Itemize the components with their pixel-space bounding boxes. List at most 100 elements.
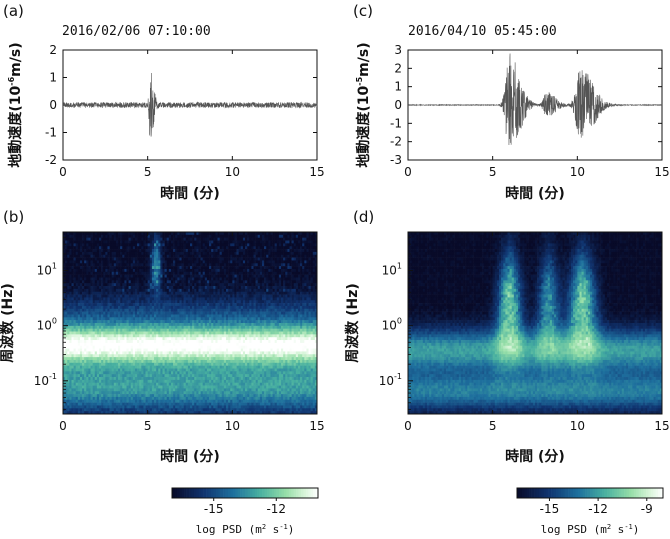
spectrogram-cell (75, 257, 79, 261)
spectrogram-cell (198, 305, 201, 310)
spectrogram-cell (247, 314, 250, 318)
spectrogram-cell (289, 303, 292, 307)
spectrogram-cell (268, 237, 271, 241)
spectrogram-cell (272, 311, 275, 315)
spectrogram-cell (132, 303, 136, 307)
spectrogram-cell (238, 251, 242, 256)
spectrogram-cell (124, 280, 127, 284)
spectrogram-cell (105, 280, 108, 284)
spectrogram-cell (255, 342, 259, 347)
spectrogram-cell (126, 277, 129, 281)
spectrogram-cell (177, 317, 180, 321)
spectrogram-cell (132, 288, 136, 293)
spectrogram-cell (90, 240, 93, 244)
spectrogram-cell (209, 246, 212, 250)
spectrogram-cell (192, 345, 195, 349)
spectrogram-cell (276, 246, 280, 250)
spectrogram-cell (291, 342, 295, 347)
spectrogram-cell (69, 237, 72, 241)
spectrogram-cell (242, 305, 246, 310)
spectrogram-cell (149, 243, 153, 247)
spectrogram-cell (115, 263, 119, 267)
spectrogram-cell (181, 291, 184, 295)
spectrogram-cell (221, 291, 225, 295)
spectrogram-cell (287, 232, 290, 236)
spectrogram-cell (232, 257, 235, 261)
spectrogram-cell (103, 320, 106, 324)
spectrogram-cell (278, 254, 282, 258)
spectrogram-cell (158, 325, 161, 329)
spectrogram-cell (261, 240, 265, 244)
spectrogram-cell (247, 297, 250, 301)
spectrogram-cell (120, 260, 123, 264)
spectrogram-cell (190, 300, 193, 304)
spectrogram-cell (73, 237, 76, 241)
spectrogram-cell (164, 328, 168, 332)
spectrogram-cell (247, 337, 250, 341)
spectrogram-cell (90, 331, 93, 335)
spectrogram-cell (204, 249, 208, 253)
spectrogram-cell (255, 288, 259, 293)
spectrogram-cell (314, 325, 318, 329)
spectrogram-cell (96, 331, 100, 335)
spectrogram-cell (194, 251, 197, 256)
spectrogram-cell (107, 325, 110, 329)
spectrogram-cell (295, 283, 299, 287)
spectrogram-cell (164, 240, 168, 244)
spectrogram-cell (170, 240, 174, 244)
spectrogram-cell (79, 314, 83, 318)
spectrogram-cell (145, 240, 148, 244)
spectrogram-cell (107, 297, 110, 301)
spectrogram-cell (168, 286, 172, 290)
spectrogram-cell (194, 340, 197, 344)
spectrogram-cell (160, 340, 163, 344)
spectrogram-cell (94, 280, 98, 284)
spectrogram-cell (134, 317, 138, 321)
spectrogram-cell (126, 340, 129, 344)
spectrogram-cell (115, 345, 119, 349)
spectrogram-cell (209, 291, 212, 295)
spectrogram-cell (215, 257, 218, 261)
spectrogram-cell (96, 257, 100, 261)
spectrogram-cell (314, 257, 318, 261)
spectrogram-cell (122, 320, 125, 324)
spectrogram-cell (79, 280, 83, 284)
spectrogram-cell (300, 291, 303, 295)
spectrogram-cell (141, 317, 144, 321)
spectrogram-cell (247, 271, 250, 275)
spectrogram-cell (82, 249, 85, 253)
spectrogram-cell (221, 271, 225, 275)
spectrogram-cell (145, 246, 148, 250)
spectrogram-cell (196, 249, 199, 253)
spectrogram-cell (266, 234, 269, 238)
spectrogram-cell (120, 263, 123, 267)
spectrogram-cell (185, 323, 189, 327)
spectrogram-cell (287, 294, 290, 298)
spectrogram-cell (283, 291, 286, 295)
spectrogram-cell (105, 271, 108, 275)
spectrogram-cell (287, 240, 290, 244)
spectrogram-cell (92, 337, 96, 341)
x-axis-title-c: 時間 (分) (505, 185, 565, 202)
spectrogram-cell (69, 303, 72, 307)
spectrogram-cell (196, 246, 199, 250)
spectrogram-cell (75, 305, 79, 310)
spectrogram-cell (98, 283, 102, 287)
spectrogram-cell (158, 280, 161, 284)
spectrogram-cell (287, 268, 290, 273)
spectrogram-cell (65, 257, 68, 261)
spectrogram-cell (126, 334, 129, 338)
spectrogram-cell (259, 257, 263, 261)
spectrogram-cell (240, 254, 244, 258)
spectrogram-cell (143, 314, 146, 318)
spectrogram-cell (304, 271, 307, 275)
spectrogram-cell (90, 314, 93, 318)
spectrogram-cell (228, 291, 231, 295)
spectrogram-cell (128, 274, 132, 278)
spectrogram-cell (149, 271, 153, 275)
spectrogram-cell (221, 283, 225, 287)
spectrogram-cell (196, 254, 199, 258)
spectrogram-cell (194, 311, 197, 315)
spectrogram-cell (190, 251, 193, 256)
spectrogram-cell (285, 251, 288, 256)
